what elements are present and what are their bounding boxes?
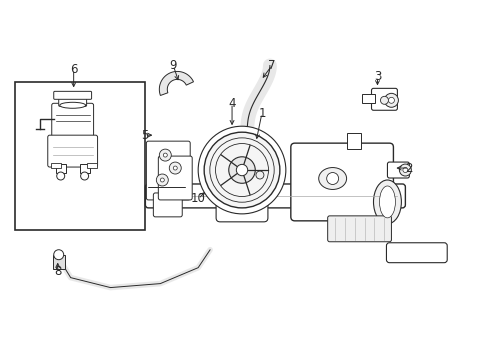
Text: 3: 3 <box>373 70 380 83</box>
Circle shape <box>169 162 181 174</box>
Text: 8: 8 <box>54 265 61 278</box>
Bar <box>86 163 96 168</box>
Bar <box>53 255 64 269</box>
Circle shape <box>402 167 407 172</box>
Text: 1: 1 <box>258 107 265 120</box>
FancyBboxPatch shape <box>59 96 86 106</box>
FancyBboxPatch shape <box>327 216 390 242</box>
Circle shape <box>54 250 63 260</box>
Ellipse shape <box>379 186 395 218</box>
Circle shape <box>203 132 279 208</box>
FancyBboxPatch shape <box>54 91 91 99</box>
FancyBboxPatch shape <box>386 162 408 178</box>
Bar <box>80 164 89 173</box>
FancyBboxPatch shape <box>290 143 393 221</box>
Circle shape <box>236 165 247 176</box>
Circle shape <box>198 126 285 214</box>
FancyBboxPatch shape <box>158 156 192 200</box>
Circle shape <box>326 172 338 184</box>
Circle shape <box>387 97 394 103</box>
Text: 2: 2 <box>405 162 412 175</box>
Circle shape <box>380 96 387 104</box>
Ellipse shape <box>373 180 401 224</box>
Text: 10: 10 <box>190 193 205 206</box>
Ellipse shape <box>318 167 346 189</box>
FancyBboxPatch shape <box>52 103 93 137</box>
FancyBboxPatch shape <box>145 184 405 208</box>
Text: 9: 9 <box>169 59 177 72</box>
Circle shape <box>384 93 398 107</box>
Text: 6: 6 <box>70 63 77 76</box>
FancyBboxPatch shape <box>216 159 267 222</box>
Bar <box>56 164 65 173</box>
Bar <box>15 82 145 230</box>
FancyBboxPatch shape <box>48 135 98 167</box>
Polygon shape <box>159 71 193 95</box>
Circle shape <box>159 149 171 161</box>
Circle shape <box>81 172 88 180</box>
Text: 4: 4 <box>228 97 235 110</box>
FancyBboxPatch shape <box>153 193 182 217</box>
Bar <box>346 133 360 149</box>
Circle shape <box>255 171 264 179</box>
Circle shape <box>57 172 64 180</box>
Circle shape <box>163 153 167 157</box>
Bar <box>361 94 375 103</box>
Circle shape <box>173 166 177 170</box>
Circle shape <box>160 178 164 182</box>
Bar <box>51 163 61 168</box>
Text: 7: 7 <box>267 59 275 72</box>
Circle shape <box>399 164 410 176</box>
FancyBboxPatch shape <box>386 243 447 263</box>
Circle shape <box>228 157 255 183</box>
FancyBboxPatch shape <box>146 141 190 200</box>
Circle shape <box>156 174 168 186</box>
Ellipse shape <box>60 102 85 108</box>
Text: 5: 5 <box>141 129 148 142</box>
FancyBboxPatch shape <box>371 88 397 110</box>
Bar <box>251 170 265 180</box>
